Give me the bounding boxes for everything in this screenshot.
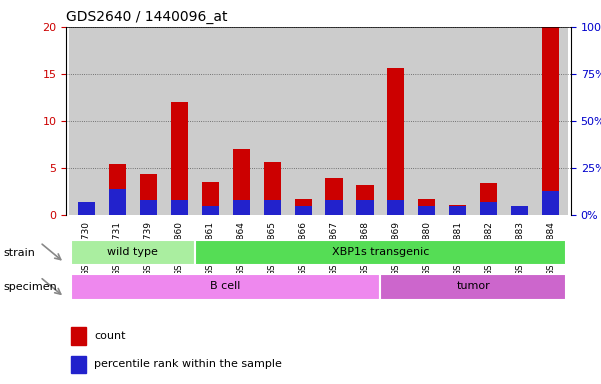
Bar — [388, 200, 404, 215]
Text: GDS2640 / 1440096_at: GDS2640 / 1440096_at — [66, 10, 228, 25]
Bar — [294, 206, 311, 215]
Bar — [503, 27, 537, 215]
Bar — [542, 190, 560, 215]
Text: XBP1s transgenic: XBP1s transgenic — [332, 247, 429, 257]
Bar — [480, 202, 498, 215]
Bar — [388, 68, 404, 215]
Bar — [534, 27, 568, 215]
Bar — [450, 206, 466, 215]
Bar — [162, 27, 196, 215]
Bar — [78, 205, 95, 215]
Text: percentile rank within the sample: percentile rank within the sample — [94, 359, 282, 369]
Bar — [264, 200, 281, 215]
Bar — [69, 27, 103, 215]
Bar — [233, 149, 249, 215]
Bar — [472, 27, 506, 215]
Bar — [201, 206, 219, 215]
Bar — [71, 240, 195, 265]
Bar — [139, 200, 157, 215]
Bar — [356, 200, 373, 215]
Bar — [410, 27, 444, 215]
Bar — [294, 199, 311, 215]
Bar — [71, 356, 87, 373]
Bar — [326, 178, 343, 215]
Bar — [100, 27, 134, 215]
Bar — [193, 27, 227, 215]
Bar — [255, 27, 289, 215]
Bar — [109, 189, 126, 215]
Bar — [418, 199, 436, 215]
Bar — [171, 200, 188, 215]
Bar — [224, 27, 258, 215]
Bar — [201, 182, 219, 215]
Text: B cell: B cell — [210, 281, 241, 291]
Bar — [380, 274, 566, 300]
Text: strain: strain — [3, 248, 35, 258]
Bar — [511, 206, 528, 215]
Bar — [71, 327, 87, 344]
Bar — [441, 27, 475, 215]
Bar — [356, 185, 373, 215]
Text: specimen: specimen — [3, 282, 56, 292]
Bar — [78, 202, 95, 215]
Bar — [542, 27, 560, 215]
Bar — [450, 205, 466, 215]
Bar — [233, 200, 249, 215]
Bar — [195, 240, 566, 265]
Bar — [348, 27, 382, 215]
Bar — [511, 207, 528, 215]
Bar — [286, 27, 320, 215]
Bar — [71, 274, 380, 300]
Text: wild type: wild type — [107, 247, 158, 257]
Bar — [131, 27, 165, 215]
Bar — [109, 164, 126, 215]
Bar — [171, 102, 188, 215]
Bar — [139, 174, 157, 215]
Bar — [480, 183, 498, 215]
Bar — [326, 200, 343, 215]
Text: count: count — [94, 331, 126, 341]
Bar — [317, 27, 351, 215]
Bar — [418, 206, 436, 215]
Text: tumor: tumor — [457, 281, 490, 291]
Bar — [264, 162, 281, 215]
Bar — [379, 27, 413, 215]
